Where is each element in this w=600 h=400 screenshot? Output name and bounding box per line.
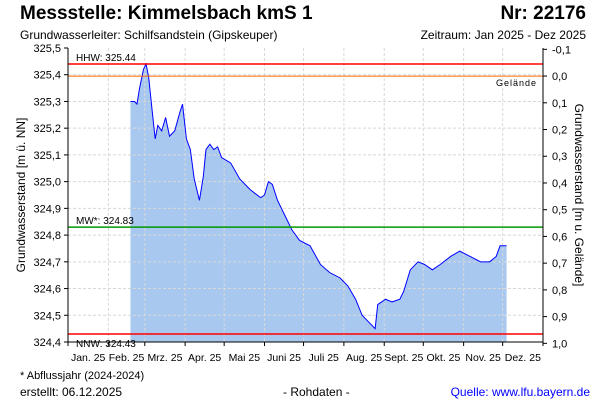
reference-label: NNW: 324.43: [76, 339, 136, 350]
x-tick-label: Dez. 25: [505, 352, 541, 364]
y-axis-label: Grundwasserstand [m ü. NN]: [14, 118, 28, 273]
page-title: Messstelle: Kimmelsbach kmS 1: [20, 3, 313, 24]
y-tick-label: 325,2: [33, 123, 61, 135]
y2-tick-label: 0,5: [552, 205, 567, 217]
y2-tick-label: 0,0: [552, 71, 567, 83]
y2-axis-label: Grundwasserstand [m u. Gelände]: [572, 104, 586, 287]
created-date: erstellt: 06.12.2025: [20, 385, 123, 399]
y2-tick-label: 0,7: [552, 258, 567, 270]
y2-tick-label: 0,6: [552, 231, 567, 243]
y2-tick-label: 0,8: [552, 285, 567, 297]
y2-tick-label: 0,2: [552, 125, 567, 137]
reference-label: HHW: 325.44: [76, 53, 136, 64]
y2-tick-label: 0,9: [552, 312, 567, 324]
source-link[interactable]: Quelle: www.lfu.bayern.de: [450, 385, 590, 399]
y-tick-label: 324,8: [33, 230, 61, 242]
station-number: Nr: 22176: [500, 3, 586, 24]
y-tick-label: 324,5: [33, 310, 61, 322]
y-tick-label: 324,6: [33, 284, 61, 296]
period-label: Zeitraum: Jan 2025 - Dez 2025: [420, 28, 586, 42]
y2-tick-label: 0,1: [552, 98, 567, 110]
y-tick-label: 324,7: [33, 257, 61, 269]
raw-data-label: - Rohdaten -: [283, 385, 350, 399]
y2-tick-label: 0,3: [552, 151, 567, 163]
y-tick-label: 324,9: [33, 203, 61, 215]
y-tick-label: 324,4: [33, 337, 61, 349]
y-tick-label: 325,4: [33, 70, 61, 82]
x-tick-label: Okt. 25: [427, 352, 461, 364]
x-tick-label: Feb. 25: [109, 352, 145, 364]
x-tick-label: Apr. 25: [188, 352, 221, 364]
y-tick-label: 325,0: [33, 177, 61, 189]
ground-label: Gelände: [496, 78, 537, 88]
aquifer-label: Grundwasserleiter: Schilfsandstein (Gips…: [20, 28, 278, 42]
area-fill: [130, 64, 507, 342]
x-tick-label: Juli 25: [309, 352, 340, 364]
reference-label: MW*: 324.83: [76, 216, 134, 227]
y2-tick-label: 0,4: [552, 178, 567, 190]
x-tick-label: Juni 25: [267, 352, 301, 364]
x-tick-label: Sept. 25: [384, 352, 423, 364]
y-tick-label: 325,1: [33, 150, 61, 162]
y2-tick-label: -0,1: [552, 44, 571, 56]
footnote: * Abflussjahr (2024-2024): [20, 370, 145, 382]
x-tick-label: Mai 25: [229, 352, 261, 364]
y2-tick-label: 1,0: [552, 338, 567, 350]
y-tick-label: 325,5: [33, 43, 61, 55]
y-tick-label: 325,3: [33, 96, 61, 108]
x-tick-label: Aug. 25: [346, 352, 382, 364]
x-tick-label: Mrz. 25: [147, 352, 182, 364]
series-line: [130, 62, 507, 330]
x-tick-label: Jan. 25: [71, 352, 106, 364]
x-tick-label: Nov. 25: [465, 352, 501, 364]
